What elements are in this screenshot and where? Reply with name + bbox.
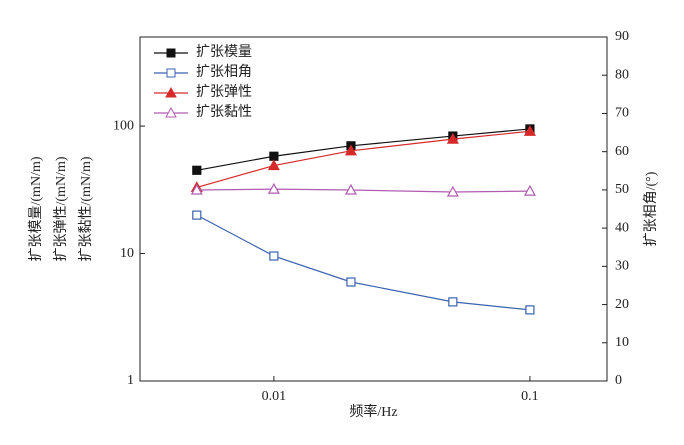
marker: [448, 297, 458, 307]
y-tick-label: 10: [120, 246, 134, 261]
marker: [525, 305, 535, 315]
y2-tick-label: 80: [615, 67, 629, 82]
series: [190, 125, 536, 193]
y-axis-label: 扩张弹性/(mN/m): [53, 156, 69, 261]
legend-label: 扩张黏性: [196, 104, 252, 120]
series: [192, 210, 535, 315]
legend-marker: [165, 106, 177, 118]
y-tick-label: 100: [113, 118, 134, 133]
legend-marker: [166, 48, 176, 58]
series-line: [196, 188, 530, 193]
legend-label: 扩张弹性: [196, 84, 252, 100]
marker: [346, 277, 356, 287]
y2-tick-label: 50: [615, 182, 629, 197]
y2-tick-label: 40: [615, 220, 629, 235]
y2-tick-label: 10: [615, 335, 629, 350]
legend-label: 扩张相角: [196, 64, 252, 80]
series-line: [196, 214, 530, 311]
marker: [344, 144, 357, 156]
marker: [267, 159, 280, 171]
legend-marker: [165, 86, 177, 98]
x-tick-label: 0.1: [521, 389, 539, 404]
x-tick-label: 0.01: [262, 389, 287, 404]
marker: [269, 151, 279, 161]
y2-tick-label: 60: [615, 144, 629, 159]
marker: [446, 185, 459, 197]
y-tick-label: 1: [127, 373, 134, 388]
marker: [190, 183, 203, 195]
y2-tick-label: 90: [615, 29, 629, 44]
y-axis-label: 扩张模量/(mN/m): [28, 156, 44, 261]
y2-tick-label: 20: [615, 297, 629, 312]
y2-tick-label: 0: [615, 373, 622, 388]
marker: [446, 132, 459, 144]
plot-frame: [139, 36, 608, 382]
y2-tick-label: 30: [615, 259, 629, 274]
marker: [192, 210, 202, 220]
marker: [192, 165, 202, 175]
marker: [267, 182, 280, 194]
marker: [523, 125, 536, 136]
x-axis-label: 频率/Hz: [349, 403, 397, 420]
series-line: [196, 130, 530, 189]
y-axis-label: 扩张黏性/(mN/m): [78, 156, 94, 261]
legend-label: 扩张模量: [196, 44, 252, 60]
series: [190, 182, 536, 197]
y2-tick-label: 70: [615, 106, 629, 121]
y2-axis-label: 扩张相角/(°): [643, 171, 659, 246]
legend-marker: [166, 68, 176, 78]
marker: [344, 183, 357, 195]
marker: [523, 184, 536, 196]
marker: [269, 251, 279, 261]
